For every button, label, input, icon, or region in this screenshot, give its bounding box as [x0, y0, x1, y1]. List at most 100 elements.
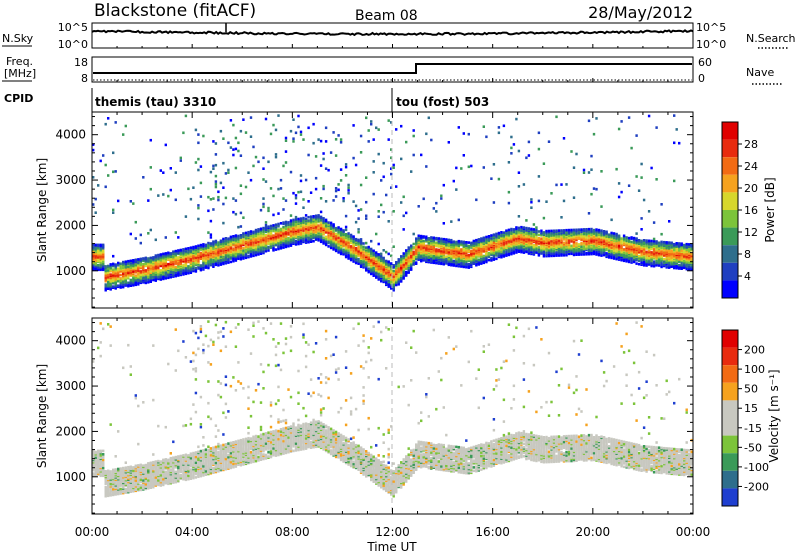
- heatmap-cell: [317, 214, 320, 217]
- heatmap-cell: [585, 242, 588, 246]
- heatmap-cell: [277, 239, 280, 243]
- heatmap-cell: [239, 192, 243, 196]
- heatmap-cell: [142, 262, 145, 266]
- heatmap-cell: [657, 264, 661, 267]
- heatmap-cell: [527, 227, 531, 230]
- heatmap-cell: [357, 209, 360, 212]
- heatmap-cell: [505, 253, 508, 256]
- heatmap-cell: [224, 254, 228, 257]
- heatmap-cell: [284, 139, 288, 142]
- heatmap-cell: [385, 274, 388, 277]
- heatmap-cell: [497, 126, 501, 129]
- heatmap-cell: [214, 245, 218, 248]
- heatmap-cell: [517, 239, 521, 242]
- heatmap-cell: [637, 239, 641, 242]
- beam-label: Beam 08: [355, 8, 418, 24]
- heatmap-cell: [322, 157, 325, 161]
- heatmap-cell: [279, 222, 283, 225]
- heatmap-cell: [257, 228, 260, 231]
- heatmap-cell: [410, 244, 413, 248]
- heatmap-cell: [365, 241, 368, 245]
- heatmap-cell: [525, 232, 528, 236]
- cpid-segment-1: themis (tau) 3310: [95, 95, 216, 109]
- heatmap-cell: [382, 249, 385, 252]
- heatmap-cell: [612, 234, 616, 238]
- heatmap-cell: [317, 239, 320, 242]
- heatmap-cell: [259, 208, 263, 212]
- heatmap-cell: [257, 232, 260, 236]
- heatmap-cell: [425, 235, 428, 239]
- heatmap-cell: [232, 210, 235, 214]
- heatmap-cell: [322, 219, 325, 222]
- heatmap-cell: [339, 138, 343, 141]
- heatmap-cell: [402, 214, 405, 218]
- heatmap-cell: [332, 230, 335, 233]
- heatmap-cell: [537, 199, 541, 203]
- heatmap-cell: [299, 179, 303, 183]
- heatmap-cell: [390, 186, 393, 189]
- heatmap-cell: [397, 263, 400, 267]
- heatmap-cell: [332, 199, 335, 202]
- heatmap-cell: [370, 247, 373, 251]
- heatmap-cell: [660, 255, 663, 258]
- heatmap-cell: [637, 254, 641, 258]
- heatmap-cell: [217, 195, 220, 199]
- heatmap-cell: [294, 218, 298, 221]
- heatmap-cell: [485, 235, 488, 239]
- heatmap-cell: [650, 166, 653, 170]
- heatmap-cell: [607, 249, 611, 252]
- heatmap-cell: [324, 140, 328, 143]
- heatmap-cell: [555, 254, 558, 257]
- heatmap-cell: [324, 167, 328, 170]
- heatmap-cell: [375, 126, 378, 130]
- heatmap-cell: [447, 246, 450, 250]
- heatmap-cell: [184, 247, 188, 251]
- heatmap-cell: [412, 153, 415, 157]
- heatmap-cell: [460, 248, 463, 251]
- heatmap-cell: [162, 262, 165, 266]
- heatmap-cell: [117, 274, 120, 277]
- heatmap-cell: [570, 244, 573, 248]
- heatmap-cell: [602, 248, 606, 251]
- heatmap-cell: [372, 160, 375, 163]
- heatmap-cell: [132, 279, 135, 282]
- heatmap-cell: [267, 232, 270, 235]
- heatmap-cell: [309, 227, 313, 231]
- heatmap-cell: [502, 250, 506, 254]
- heatmap-cell: [392, 210, 395, 213]
- heatmap-cell: [182, 248, 185, 251]
- heatmap-cell: [572, 235, 576, 238]
- heatmap-cell: [467, 132, 470, 136]
- heatmap-cell: [247, 254, 250, 258]
- heatmap-cell: [500, 243, 503, 247]
- heatmap-cell: [187, 265, 190, 268]
- heatmap-cell: [537, 248, 541, 251]
- heatmap-cell: [377, 273, 380, 277]
- heatmap-cell: [314, 220, 318, 223]
- heatmap-cell: [234, 147, 238, 151]
- heatmap-cell: [262, 232, 265, 236]
- heatmap-cell: [587, 249, 591, 253]
- heatmap-cell: [249, 230, 253, 233]
- heatmap-cell: [412, 255, 415, 258]
- heatmap-cell: [112, 211, 115, 214]
- heatmap-cell: [347, 186, 350, 189]
- heatmap-cell: [259, 234, 263, 237]
- heatmap-cell: [532, 232, 536, 236]
- heatmap-cell: [289, 214, 293, 217]
- heatmap-cell: [92, 203, 95, 206]
- heatmap-cell: [274, 153, 278, 156]
- heatmap-cell: [357, 230, 360, 234]
- heatmap-cell: [262, 197, 265, 200]
- heatmap-cell: [339, 141, 343, 144]
- heatmap-cell: [642, 241, 646, 244]
- heatmap-cell: [97, 184, 100, 187]
- heatmap-cell: [359, 238, 363, 241]
- heatmap-cell: [319, 164, 323, 167]
- heatmap-cell: [347, 251, 350, 255]
- heatmap-cell: [264, 226, 268, 229]
- heatmap-cell: [415, 252, 418, 255]
- heatmap-cell: [212, 254, 215, 257]
- heatmap-cell: [525, 219, 528, 222]
- heatmap-cell: [372, 273, 375, 276]
